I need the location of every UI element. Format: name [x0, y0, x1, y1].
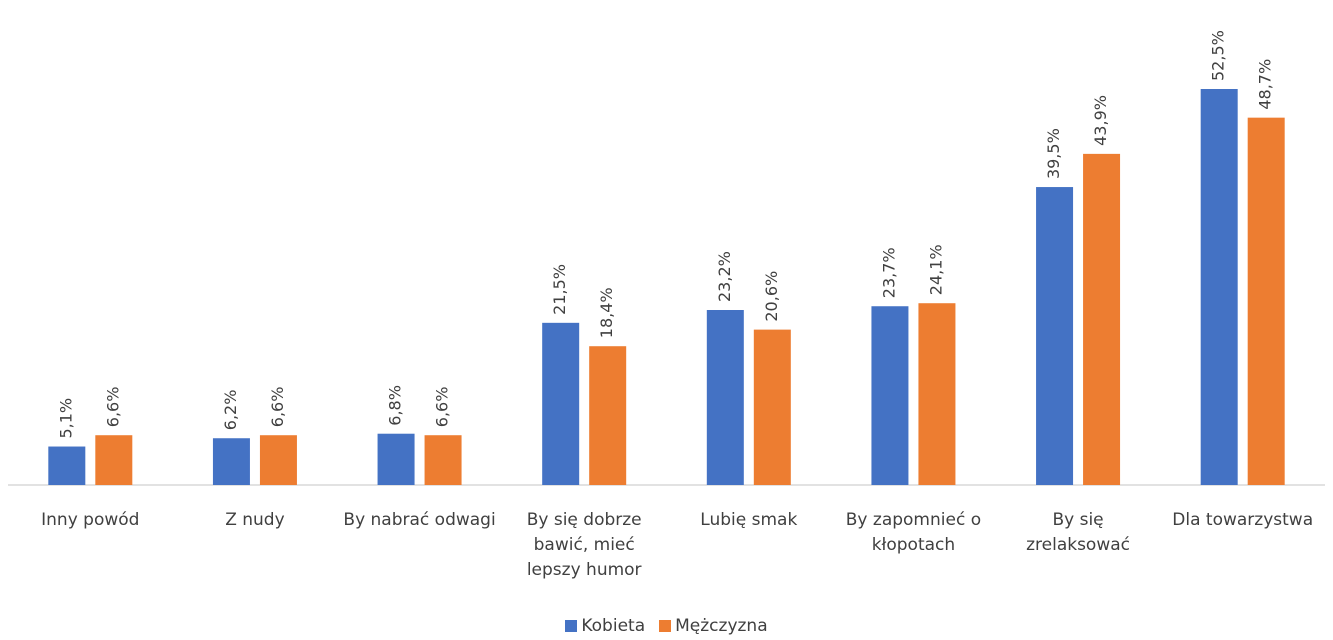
data-label: 6,2% — [221, 390, 240, 431]
bar — [1083, 153, 1121, 485]
legend-swatch — [565, 620, 578, 632]
data-label: 52,5% — [1209, 30, 1228, 81]
bar — [1247, 117, 1285, 486]
bar — [706, 310, 744, 485]
x-tick-label: Lubię smak — [700, 510, 798, 530]
bar — [871, 306, 909, 485]
legend-item: Mężczyzna — [659, 616, 768, 636]
data-label: 48,7% — [1256, 59, 1275, 110]
x-tick-label: By nabrać odwagi — [343, 510, 496, 530]
legend-item: Kobieta — [565, 616, 645, 636]
legend: Kobieta Mężczyzna — [0, 616, 1333, 636]
bar — [542, 322, 580, 485]
data-label: 21,5% — [550, 264, 569, 315]
data-label: 24,1% — [926, 244, 945, 295]
x-tick-label: By się dobrze bawić, mieć lepszy humor — [526, 510, 642, 580]
legend-swatch — [659, 620, 672, 632]
data-label: 23,2% — [715, 251, 734, 302]
data-label: 23,7% — [879, 247, 898, 298]
data-label: 6,6% — [268, 387, 287, 428]
data-label: 39,5% — [1044, 128, 1063, 179]
bar — [212, 438, 250, 485]
data-label: 6,8% — [386, 385, 405, 426]
x-tick-label: Dla towarzystwa — [1172, 510, 1314, 530]
x-tick-label: By zapomnieć o kłopotach — [845, 510, 982, 555]
bar — [377, 433, 415, 485]
data-label: 20,6% — [762, 271, 781, 322]
bar — [48, 446, 86, 485]
data-label: 43,9% — [1091, 95, 1110, 146]
x-tick-label: Inny powód — [41, 510, 140, 530]
data-label: 18,4% — [597, 287, 616, 338]
bar — [1036, 187, 1074, 486]
bar — [259, 435, 297, 485]
bar — [918, 303, 956, 485]
legend-label: Kobieta — [581, 616, 646, 636]
x-tick-label: By się zrelaksować — [1026, 510, 1131, 555]
bar — [95, 435, 133, 485]
plot: 5,1% 6,6% 6,2% 6,6% 6,8% 6,6% 21,5% 18,4% 23,2% 2… — [8, 30, 1325, 486]
data-label: 6,6% — [433, 387, 452, 428]
x-tick-label: Z nudy — [225, 510, 285, 530]
bar — [753, 329, 791, 485]
data-label: 5,1% — [56, 398, 75, 439]
legend-label: Mężczyzna — [675, 616, 768, 636]
bar — [1200, 89, 1238, 485]
bar — [424, 435, 462, 485]
bar — [589, 346, 627, 485]
data-label: 6,6% — [103, 387, 122, 428]
